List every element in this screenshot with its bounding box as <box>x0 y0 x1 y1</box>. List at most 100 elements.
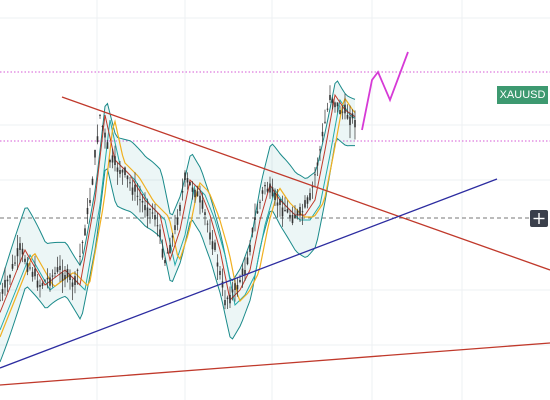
candle-body <box>226 297 229 300</box>
candle-body <box>104 132 106 138</box>
candle-body <box>321 131 324 137</box>
candle-body <box>234 283 236 290</box>
candle-body <box>164 260 166 264</box>
candle-body <box>316 162 319 166</box>
candle-body <box>204 212 206 215</box>
candle-body <box>319 149 321 151</box>
candle-body <box>274 192 276 200</box>
candle-body <box>11 263 14 269</box>
candle-body <box>29 267 31 269</box>
candle-body <box>99 114 101 116</box>
candle-body <box>74 276 76 285</box>
candle-body <box>309 193 311 200</box>
trendline <box>61 96 550 271</box>
candle-body <box>14 262 16 264</box>
candle-body <box>351 113 354 119</box>
candle-body <box>126 175 129 180</box>
candle-body <box>96 136 99 143</box>
candle-body <box>259 201 261 203</box>
candle-body <box>159 229 161 238</box>
candle-body <box>206 223 209 225</box>
candle-body <box>256 211 259 214</box>
candle-body <box>266 188 269 192</box>
candle-body <box>34 268 36 277</box>
candle-body <box>236 285 239 290</box>
candle-body <box>291 215 294 224</box>
candle-body <box>171 235 174 238</box>
trendline <box>0 342 550 386</box>
candle-body <box>84 228 86 236</box>
candle-body <box>304 200 306 208</box>
candle-body <box>136 195 139 197</box>
candle-body <box>349 116 351 126</box>
add-button[interactable] <box>530 210 548 227</box>
candle-body <box>139 199 141 201</box>
ma-slow <box>0 97 356 338</box>
candle-body <box>39 285 41 287</box>
candle-body <box>94 149 96 158</box>
candle-body <box>329 95 331 101</box>
candle-body <box>51 275 54 277</box>
candle-body <box>179 205 181 211</box>
candle-body <box>24 258 26 262</box>
candle-body <box>31 271 34 277</box>
candle-body <box>211 241 214 250</box>
candle-body <box>19 243 21 250</box>
candle-body <box>299 207 301 215</box>
candle-body <box>44 280 46 282</box>
candle-body <box>286 209 289 213</box>
candle-body <box>324 121 326 123</box>
candle-body <box>6 279 9 282</box>
candle-body <box>284 210 286 212</box>
candle-body <box>49 277 51 286</box>
candle-body <box>9 275 11 278</box>
candle-body <box>344 104 346 114</box>
projection <box>361 51 409 131</box>
candle-body <box>79 255 81 257</box>
candle-body <box>4 279 6 288</box>
candle-body <box>26 263 29 272</box>
candle-body <box>251 227 254 233</box>
candle-body <box>16 248 19 257</box>
candle-body <box>279 199 281 205</box>
candle-body <box>354 120 356 128</box>
candle-body <box>289 215 291 218</box>
candle-body <box>229 295 231 304</box>
candle-body <box>264 185 266 187</box>
candle-body <box>169 245 171 254</box>
trendline <box>0 178 498 369</box>
candle-body <box>224 300 226 306</box>
candle-body <box>339 110 341 115</box>
candle-body <box>194 190 196 198</box>
candle-body <box>41 283 44 286</box>
candle-body <box>209 232 211 240</box>
candle-body <box>191 187 194 192</box>
candle-body <box>244 270 246 275</box>
candle-body <box>331 98 334 103</box>
candle-body <box>124 167 126 175</box>
candle-body <box>119 170 121 174</box>
ma-fast <box>0 93 356 313</box>
candle-body <box>111 155 114 163</box>
candle-body <box>54 272 56 274</box>
candle-body <box>21 248 24 255</box>
candle-body <box>149 208 151 210</box>
candle-body <box>186 178 189 183</box>
candle-body <box>174 225 176 230</box>
candle-body <box>314 174 316 176</box>
candle-body <box>154 215 156 220</box>
band-lower <box>0 137 356 363</box>
candle-body <box>46 277 49 280</box>
candle-body <box>64 275 66 280</box>
candle-body <box>106 142 109 149</box>
candle-body <box>219 270 221 275</box>
candle-body <box>261 190 264 194</box>
candle-body <box>156 225 159 227</box>
candle-body <box>281 207 284 217</box>
candle-body <box>336 102 339 107</box>
candle-body <box>231 289 234 293</box>
candle-body <box>326 108 329 110</box>
candle-body <box>254 217 256 220</box>
candle-body <box>176 217 179 225</box>
